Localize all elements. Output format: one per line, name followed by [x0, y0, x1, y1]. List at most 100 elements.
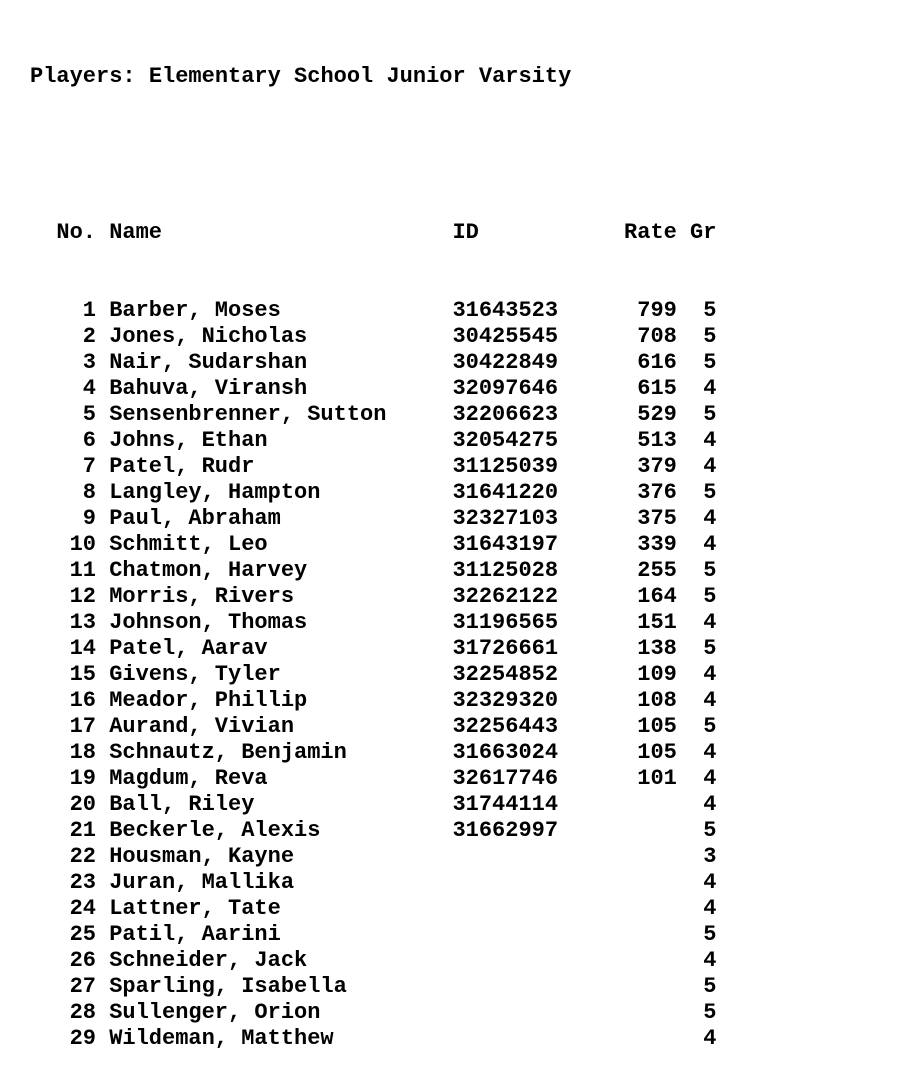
player-grade: 4	[703, 1026, 717, 1051]
player-no: 3	[82, 350, 96, 375]
player-no: 29	[69, 1026, 96, 1051]
player-id: 31643197	[452, 532, 559, 557]
table-row: 1 Barber, Moses 31643523 799 5	[30, 298, 717, 324]
player-name: Patel, Rudr	[109, 454, 255, 479]
player-name: Sullenger, Orion	[109, 1000, 321, 1025]
player-id: 31663024	[452, 740, 559, 765]
column-header-id: ID	[452, 220, 479, 245]
player-rate: 616	[637, 350, 677, 375]
player-grade: 4	[703, 610, 717, 635]
player-id	[452, 1000, 558, 1026]
player-id: 32097646	[452, 376, 559, 401]
player-name: Nair, Sudarshan	[109, 350, 308, 375]
player-no: 9	[82, 506, 96, 531]
table-row: 7 Patel, Rudr 31125039 379 4	[30, 454, 717, 480]
player-rate: 799	[637, 298, 677, 323]
player-no: 5	[82, 402, 96, 427]
player-grade: 5	[703, 636, 717, 661]
player-id: 31641220	[452, 480, 559, 505]
table-row: 12 Morris, Rivers 32262122 164 5	[30, 584, 717, 610]
player-rate: 151	[637, 610, 677, 635]
player-id: 32327103	[452, 506, 559, 531]
player-name: Juran, Mallika	[109, 870, 295, 895]
table-row: 27 Sparling, Isabella 5	[30, 974, 717, 1000]
player-no: 27	[69, 974, 96, 999]
table-row: 29 Wildeman, Matthew 4	[30, 1026, 717, 1052]
player-rate: 615	[637, 376, 677, 401]
player-rate	[558, 948, 677, 974]
spacer-line	[30, 142, 716, 168]
player-id	[452, 896, 558, 922]
player-grade: 5	[703, 350, 717, 375]
player-name: Langley, Hampton	[109, 480, 321, 505]
player-no: 17	[69, 714, 96, 739]
table-row: 18 Schnautz, Benjamin 31663024 105 4	[30, 740, 717, 766]
player-no: 28	[69, 1000, 96, 1025]
table-row: 25 Patil, Aarini 5	[30, 922, 717, 948]
player-grade: 5	[703, 1000, 717, 1025]
player-rate: 376	[637, 480, 677, 505]
table-row: 22 Housman, Kayne 3	[30, 844, 717, 870]
player-id: 32206623	[452, 402, 559, 427]
player-grade: 5	[703, 974, 717, 999]
player-no: 12	[69, 584, 96, 609]
player-id	[452, 974, 558, 1000]
table-row: 15 Givens, Tyler 32254852 109 4	[30, 662, 717, 688]
player-grade: 4	[703, 766, 717, 791]
player-id: 31125039	[452, 454, 559, 479]
player-no: 20	[69, 792, 96, 817]
player-no: 1	[82, 298, 96, 323]
player-no: 4	[82, 376, 96, 401]
player-grade: 4	[703, 870, 717, 895]
table-row: 6 Johns, Ethan 32054275 513 4	[30, 428, 717, 454]
player-grade: 4	[703, 376, 717, 401]
page-title: Players: Elementary School Junior Varsit…	[30, 64, 572, 89]
player-name: Meador, Phillip	[109, 688, 308, 713]
player-id: 32256443	[452, 714, 559, 739]
player-name: Beckerle, Alexis	[109, 818, 321, 843]
player-name: Sparling, Isabella	[109, 974, 347, 999]
player-rate	[558, 1000, 677, 1026]
player-name: Wildeman, Matthew	[109, 1026, 334, 1051]
player-id: 32254852	[452, 662, 559, 687]
player-grade: 4	[703, 662, 717, 687]
player-rate: 105	[637, 740, 677, 765]
player-name: Aurand, Vivian	[109, 714, 295, 739]
table-row: 13 Johnson, Thomas 31196565 151 4	[30, 610, 717, 636]
player-name: Bahuva, Viransh	[109, 376, 308, 401]
player-grade: 5	[703, 922, 717, 947]
player-no: 15	[69, 662, 96, 687]
player-name: Morris, Rivers	[109, 584, 295, 609]
table-row: 2 Jones, Nicholas 30425545 708 5	[30, 324, 717, 350]
player-id: 31726661	[452, 636, 559, 661]
player-no: 19	[69, 766, 96, 791]
player-name: Housman, Kayne	[109, 844, 295, 869]
player-id: 31125028	[452, 558, 559, 583]
player-grade: 5	[703, 818, 717, 843]
player-rate	[558, 870, 677, 896]
player-grade: 3	[703, 844, 717, 869]
table-header: No. Name ID Rate Gr	[30, 220, 716, 246]
player-no: 11	[69, 558, 96, 583]
player-no: 23	[69, 870, 96, 895]
table-row: 3 Nair, Sudarshan 30422849 616 5	[30, 350, 717, 376]
player-no: 8	[82, 480, 96, 505]
player-id: 31643523	[452, 298, 559, 323]
player-rate: 339	[637, 532, 677, 557]
player-name: Lattner, Tate	[109, 896, 281, 921]
player-rate: 101	[637, 766, 677, 791]
player-name: Paul, Abraham	[109, 506, 281, 531]
table-body: 1 Barber, Moses 31643523 799 5 2 Jones, Nichol…	[30, 298, 717, 1052]
player-grade: 5	[703, 558, 717, 583]
player-rate	[558, 896, 677, 922]
player-no: 14	[69, 636, 96, 661]
player-name: Schnautz, Benjamin	[109, 740, 347, 765]
player-id: 31662997	[452, 818, 559, 843]
player-rate	[558, 974, 677, 1000]
player-no: 7	[82, 454, 96, 479]
player-rate: 108	[637, 688, 677, 713]
table-row: 20 Ball, Riley 31744114 4	[30, 792, 717, 818]
player-name: Johnson, Thomas	[109, 610, 308, 635]
column-header-gr: Gr	[690, 220, 717, 245]
table-row: 17 Aurand, Vivian 32256443 105 5	[30, 714, 717, 740]
